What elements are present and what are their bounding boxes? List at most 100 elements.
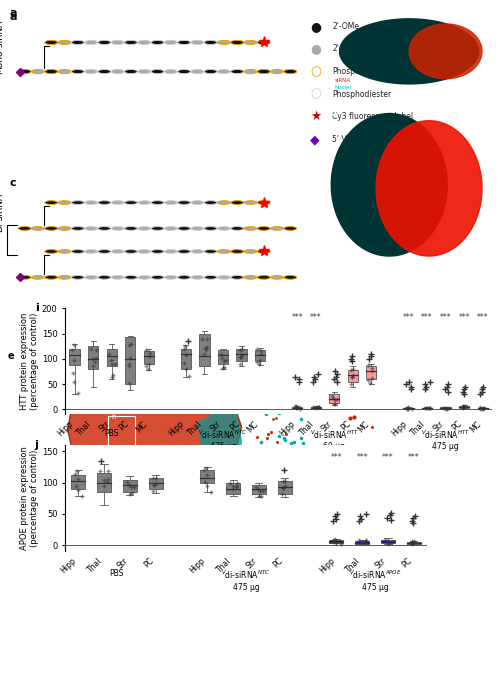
Circle shape xyxy=(98,69,111,74)
Text: $^V$di-siRNA$^{NTC}$
475 μg: $^V$di-siRNA$^{NTC}$ 475 μg xyxy=(198,429,247,451)
Bar xyxy=(148,477,162,489)
Text: Nuclei: Nuclei xyxy=(334,85,351,90)
Bar xyxy=(69,349,80,365)
Text: ●: ● xyxy=(310,20,320,33)
Text: a: a xyxy=(10,12,18,22)
Bar xyxy=(217,350,227,364)
Circle shape xyxy=(257,69,270,74)
Bar xyxy=(329,540,343,543)
Text: di-siRNA: di-siRNA xyxy=(68,502,94,508)
Text: ***: *** xyxy=(476,313,487,323)
Bar xyxy=(71,475,85,489)
Text: g: g xyxy=(257,340,263,349)
Bar xyxy=(310,407,320,408)
Circle shape xyxy=(164,275,177,279)
Circle shape xyxy=(85,201,97,204)
Circle shape xyxy=(190,275,203,279)
Circle shape xyxy=(217,40,230,45)
Text: PBS: PBS xyxy=(110,569,124,578)
Bar xyxy=(329,394,339,403)
Circle shape xyxy=(85,40,97,45)
Polygon shape xyxy=(68,354,241,503)
Text: $^V$di-siRNA$^{HTT}$
475 μg: $^V$di-siRNA$^{HTT}$ 475 μg xyxy=(420,429,469,451)
Polygon shape xyxy=(408,24,481,79)
Circle shape xyxy=(18,69,31,74)
Circle shape xyxy=(164,69,177,74)
Circle shape xyxy=(71,40,84,45)
Circle shape xyxy=(230,249,243,253)
Circle shape xyxy=(111,249,124,253)
Circle shape xyxy=(85,275,97,279)
Circle shape xyxy=(204,227,216,230)
Circle shape xyxy=(204,40,216,45)
Circle shape xyxy=(230,69,243,74)
Bar xyxy=(292,407,302,408)
Text: Nuclei: Nuclei xyxy=(68,512,87,516)
Circle shape xyxy=(18,275,31,279)
Circle shape xyxy=(18,227,31,230)
Circle shape xyxy=(32,275,44,279)
Text: Di-siRNA: Di-siRNA xyxy=(0,193,5,232)
Text: PBS: PBS xyxy=(104,429,119,438)
Circle shape xyxy=(45,69,58,74)
Circle shape xyxy=(58,249,71,253)
Text: ***: *** xyxy=(407,453,419,462)
Circle shape xyxy=(177,201,190,204)
Circle shape xyxy=(151,249,164,253)
Circle shape xyxy=(85,227,97,230)
Circle shape xyxy=(257,249,270,253)
Bar xyxy=(180,349,190,369)
Circle shape xyxy=(230,275,243,279)
Text: $^V$di-siRNA$^{NTC}$
475 μg: $^V$di-siRNA$^{NTC}$ 475 μg xyxy=(221,569,270,592)
Text: a: a xyxy=(10,8,18,18)
Circle shape xyxy=(243,249,257,253)
Text: ***: *** xyxy=(439,313,450,323)
Circle shape xyxy=(270,69,283,74)
Circle shape xyxy=(190,227,203,230)
Circle shape xyxy=(138,275,150,279)
Circle shape xyxy=(71,201,84,204)
Circle shape xyxy=(98,227,111,230)
Bar xyxy=(277,481,291,494)
Bar xyxy=(88,346,98,369)
Polygon shape xyxy=(197,399,241,492)
Circle shape xyxy=(124,249,137,253)
Circle shape xyxy=(124,40,137,45)
Circle shape xyxy=(257,201,270,204)
Circle shape xyxy=(32,227,44,230)
Circle shape xyxy=(190,40,203,45)
Bar xyxy=(125,337,135,384)
Text: 5' Vinyl phosphonate: 5' Vinyl phosphonate xyxy=(332,135,412,144)
Text: ***: *** xyxy=(402,313,413,323)
Circle shape xyxy=(177,227,190,230)
Circle shape xyxy=(71,227,84,230)
Circle shape xyxy=(243,201,257,204)
Text: Striatum: Striatum xyxy=(257,410,284,415)
Circle shape xyxy=(230,40,243,45)
Text: ○: ○ xyxy=(310,88,320,101)
Circle shape xyxy=(138,69,150,74)
Text: ***: *** xyxy=(291,313,303,323)
Circle shape xyxy=(217,69,230,74)
Circle shape xyxy=(151,40,164,45)
Bar xyxy=(106,349,117,366)
Circle shape xyxy=(58,275,71,279)
Circle shape xyxy=(98,275,111,279)
Circle shape xyxy=(204,249,216,253)
Text: ●: ● xyxy=(310,42,320,55)
Text: c: c xyxy=(10,178,17,188)
Circle shape xyxy=(85,249,97,253)
Circle shape xyxy=(190,201,203,204)
Circle shape xyxy=(204,69,216,74)
Circle shape xyxy=(138,249,150,253)
Text: g: g xyxy=(127,356,131,362)
Circle shape xyxy=(58,227,71,230)
Text: i: i xyxy=(35,303,39,313)
Circle shape xyxy=(151,227,164,230)
Text: f: f xyxy=(64,343,68,353)
Circle shape xyxy=(204,275,216,279)
Text: h: h xyxy=(112,414,116,420)
Circle shape xyxy=(98,249,111,253)
Circle shape xyxy=(151,201,164,204)
Circle shape xyxy=(45,40,58,45)
